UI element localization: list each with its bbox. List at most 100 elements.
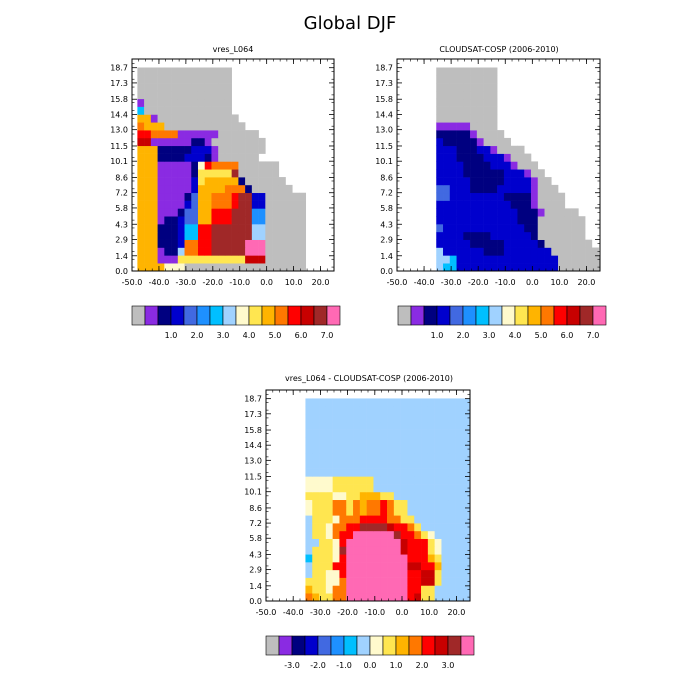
heatmap-cell — [387, 445, 395, 454]
heatmap-cell — [292, 255, 300, 264]
heatmap-cell — [449, 137, 457, 147]
heatmap-cell — [144, 90, 152, 100]
heatmap-cell — [436, 177, 444, 186]
heatmap-cell — [319, 437, 327, 446]
y-tick-label: 5.8 — [115, 204, 128, 213]
heatmap-cell — [393, 499, 401, 508]
heatmap-cell — [414, 593, 422, 602]
heatmap-cell — [150, 67, 158, 76]
heatmap-cell — [144, 75, 152, 84]
heatmap-cell — [448, 499, 456, 508]
heatmap-cell — [339, 398, 347, 407]
heatmap-cell — [157, 90, 165, 100]
heatmap-cell — [490, 75, 498, 84]
heatmap-cell — [373, 523, 381, 532]
heatmap-cell — [238, 169, 246, 178]
heatmap-cell — [436, 137, 444, 147]
heatmap-cell — [171, 208, 179, 217]
heatmap-cell — [251, 224, 259, 233]
heatmap-cell — [171, 169, 179, 178]
heatmap-cell — [456, 184, 464, 194]
heatmap-cell — [449, 114, 457, 123]
heatmap-cell — [463, 67, 471, 76]
heatmap-cell — [278, 208, 286, 217]
heatmap-cell — [443, 192, 451, 201]
heatmap-cell — [373, 593, 381, 602]
heatmap-cell — [231, 192, 239, 201]
heatmap-cell — [436, 169, 444, 178]
heatmap-cell — [448, 437, 456, 446]
heatmap-cell — [530, 247, 539, 256]
heatmap-cell — [312, 507, 320, 516]
heatmap-cell — [177, 90, 185, 100]
heatmap-cell — [387, 554, 395, 563]
heatmap-cell — [461, 569, 469, 578]
heatmap-cell — [157, 153, 165, 162]
heatmap-cell — [510, 192, 518, 201]
heatmap-cell — [251, 247, 259, 256]
heatmap-cell — [305, 484, 313, 493]
heatmap-cell — [144, 224, 152, 233]
heatmap-cell — [298, 224, 307, 233]
heatmap-cell — [292, 263, 300, 272]
heatmap-cell — [517, 200, 525, 209]
heatmap-cell — [137, 263, 145, 272]
heatmap-cell — [339, 491, 347, 501]
heatmap-cell — [150, 247, 158, 256]
heatmap-cell — [436, 122, 444, 131]
heatmap-cell — [393, 429, 401, 438]
heatmap-cell — [164, 231, 172, 240]
heatmap-cell — [448, 398, 456, 407]
colorbar-box — [235, 305, 250, 326]
heatmap-cell — [421, 530, 429, 539]
heatmap-cell — [400, 491, 408, 501]
heatmap-cell — [325, 593, 333, 602]
heatmap-cell — [414, 491, 422, 501]
heatmap-cell — [373, 507, 381, 516]
heatmap-cell — [530, 177, 539, 186]
heatmap-cell — [537, 208, 545, 217]
heatmap-cell — [224, 122, 232, 131]
heatmap-cell — [245, 137, 253, 147]
heatmap-cell — [164, 200, 172, 209]
y-tick-label: 17.3 — [244, 410, 262, 419]
heatmap-cell — [387, 515, 395, 524]
heatmap-cell — [470, 192, 478, 201]
x-tick-label: -10.0 — [229, 278, 250, 287]
heatmap-cell — [359, 546, 367, 555]
heatmap-cell — [346, 499, 354, 508]
colorbar-box — [449, 305, 464, 326]
y-tick-label: 10.1 — [110, 157, 128, 166]
heatmap-cell — [231, 137, 239, 147]
heatmap-cell — [449, 90, 457, 100]
heatmap-cell — [434, 414, 442, 423]
heatmap-cell — [312, 554, 320, 563]
heatmap-cell — [272, 169, 280, 178]
heatmap-cell — [380, 398, 388, 407]
heatmap-cell — [373, 398, 381, 407]
heatmap-cell — [312, 515, 320, 524]
heatmap-cell — [387, 460, 395, 469]
heatmap-cell — [184, 208, 192, 217]
heatmap-cell — [312, 538, 320, 547]
heatmap-cell — [387, 406, 395, 415]
heatmap-cell — [476, 153, 484, 162]
heatmap-cell — [443, 130, 451, 139]
heatmap-cell — [441, 452, 449, 462]
heatmap-cell — [346, 468, 354, 477]
heatmap-cell — [231, 153, 239, 162]
heatmap-cell — [517, 192, 525, 201]
heatmap-cell — [414, 460, 422, 469]
heatmap-cell — [456, 130, 464, 139]
heatmap-cell — [558, 192, 566, 201]
heatmap-cell — [272, 231, 280, 240]
heatmap-cell — [312, 468, 320, 477]
heatmap-cell — [530, 184, 539, 194]
heatmap-cell — [393, 398, 401, 407]
colorbar-box — [209, 305, 224, 326]
colorbar-box — [436, 305, 451, 326]
heatmap-cell — [503, 263, 511, 272]
heatmap-cell — [571, 247, 579, 256]
heatmap-cell — [204, 247, 212, 256]
heatmap-cell — [366, 499, 374, 508]
